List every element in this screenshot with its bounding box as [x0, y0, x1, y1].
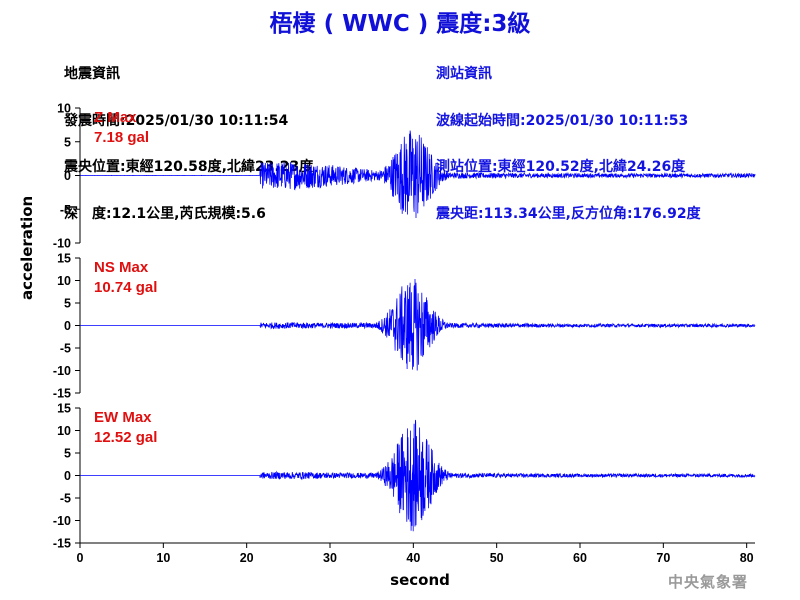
x-tick-label: 50 — [490, 551, 504, 565]
station-info: 測站資訊 波線起始時間:2025/01/30 10:11:53 測站位置:東經1… — [436, 36, 701, 253]
waveform-trace-ew — [80, 419, 756, 532]
x-tick-label: 40 — [406, 551, 420, 565]
waveform-trace-ns — [80, 278, 756, 371]
max-value-ns: 10.74 gal — [94, 279, 157, 296]
y-tick-label-ew: -5 — [60, 492, 71, 506]
epicentral-distance: 震央距:113.34公里,反方位角:176.92度 — [436, 205, 701, 222]
y-tick-label-ew: 15 — [57, 402, 71, 416]
wave-start-time: 波線起始時間:2025/01/30 10:11:53 — [436, 112, 689, 129]
max-value-ew: 12.52 gal — [94, 429, 157, 446]
earthquake-info: 地震資訊 發震時間:2025/01/30 10:11:54 震央位置:東經120… — [64, 36, 313, 253]
origin-time: 發震時間:2025/01/30 10:11:54 — [64, 112, 289, 129]
y-tick-label-z: 10 — [57, 102, 71, 116]
x-tick-label: 60 — [573, 551, 587, 565]
agency-credit: 中央氣象署 — [667, 573, 748, 591]
max-label-ew: EW Max — [94, 409, 152, 426]
x-tick-label: 30 — [323, 551, 337, 565]
y-tick-label-ew: 0 — [64, 469, 71, 483]
x-tick-label: 10 — [156, 551, 170, 565]
epicenter-location: 震央位置:東經120.58度,北緯23.23度 — [64, 159, 314, 175]
max-value-z: 7.18 gal — [94, 129, 149, 146]
max-label-z: Z Max — [94, 109, 137, 126]
depth-magnitude: 深 度:12.1公里,芮氏規模:5.6 — [64, 205, 266, 222]
x-tick-label: 0 — [77, 551, 84, 565]
x-tick-label: 70 — [656, 551, 670, 565]
y-tick-label-ns: 0 — [64, 319, 71, 333]
y-axis-label: acceleration — [18, 195, 36, 300]
y-tick-label-ew: -15 — [53, 537, 71, 551]
y-tick-label-ew: 5 — [64, 447, 71, 461]
y-tick-label-ew: 10 — [57, 424, 71, 438]
y-tick-label-z: 0 — [64, 169, 71, 183]
station-location: 測站位置:東經120.52度,北緯24.26度 — [436, 159, 686, 175]
station-title: 梧棲 ( WWC ) 震度:3級 — [269, 11, 531, 37]
y-tick-label-ns: 15 — [57, 252, 71, 266]
y-tick-label-ns: 5 — [64, 297, 71, 311]
y-tick-label-z: 5 — [64, 135, 71, 149]
max-label-ns: NS Max — [94, 259, 149, 276]
y-tick-label-ew: -10 — [53, 514, 71, 528]
y-tick-label-z: -10 — [53, 237, 71, 251]
y-tick-label-ns: 10 — [57, 274, 71, 288]
station-info-heading: 測站資訊 — [436, 66, 492, 82]
y-tick-label-ns: -15 — [53, 387, 71, 401]
y-tick-label-ns: -5 — [60, 342, 71, 356]
x-tick-label: 20 — [240, 551, 254, 565]
y-tick-label-z: -5 — [60, 203, 71, 217]
waveform-trace-z — [80, 130, 756, 219]
y-tick-label-ns: -10 — [53, 364, 71, 378]
x-axis-label: second — [390, 571, 450, 589]
x-tick-label: 80 — [740, 551, 754, 565]
earthquake-info-heading: 地震資訊 — [64, 66, 120, 82]
